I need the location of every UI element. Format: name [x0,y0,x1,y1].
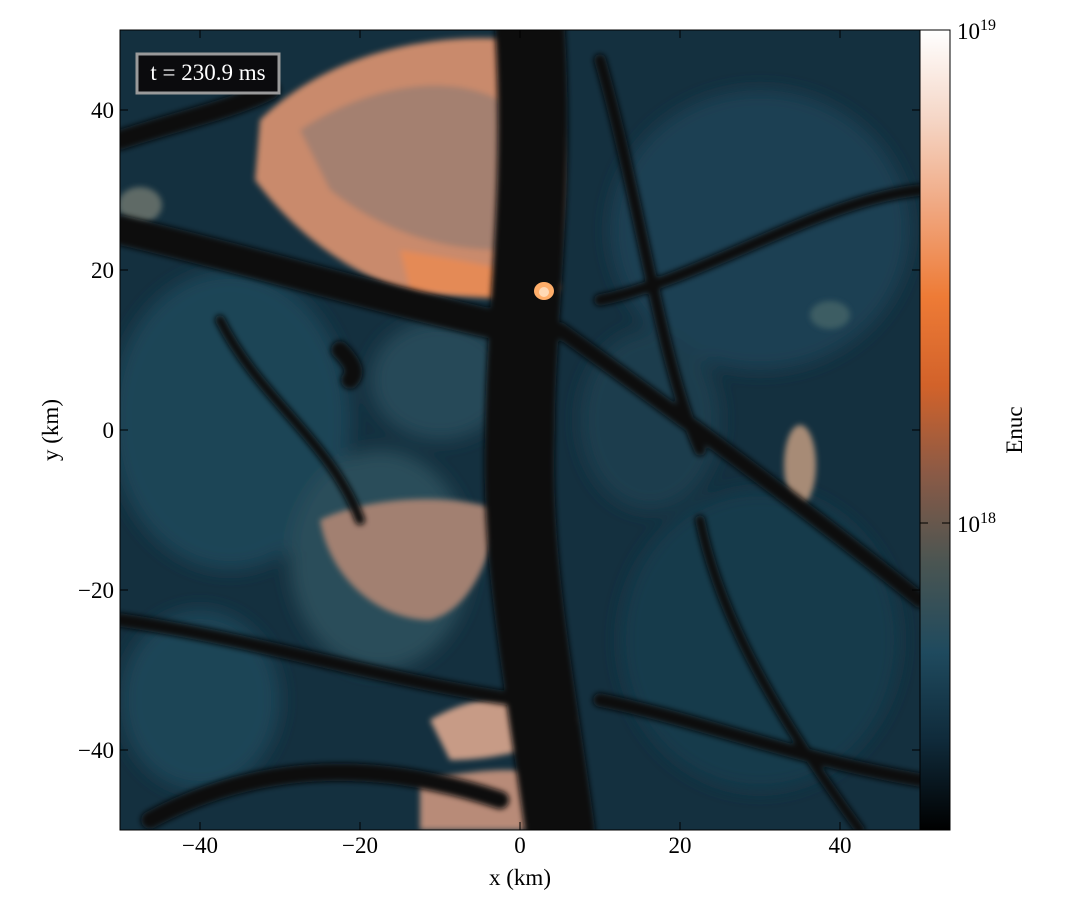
y-tick-label: 20 [91,258,114,283]
heatmap-plot [120,30,920,830]
x-tick-label: 40 [829,833,852,858]
heatmap-hot-spot [534,282,554,300]
colorbar-label: Enuc [1002,406,1027,453]
colorbar-ticks: 1018 1019 [920,17,996,537]
x-axis: −40 −20 0 20 40 [182,30,852,858]
x-tick-label: 20 [669,833,692,858]
colorbar-fill [920,30,950,830]
colorbar-tick-label: 1018 [957,510,996,537]
heatmap-dark-filaments [120,30,920,830]
colorbar-tick-label: 1019 [957,17,996,44]
x-tick-label: 0 [514,833,526,858]
time-annotation-text: t = 230.9 ms [150,60,265,85]
x-axis-label: x (km) [489,865,551,890]
y-axis-label: y (km) [38,399,63,461]
x-tick-label: −40 [182,833,218,858]
colorbar: 1018 1019 Enuc [919,17,1027,831]
x-tick-label: −20 [342,833,378,858]
time-annotation-box [135,52,281,95]
y-tick-label: −20 [78,578,114,603]
y-tick-label: 0 [103,418,115,443]
y-axis: −40 −20 0 20 40 [78,98,920,763]
time-annotation: t = 230.9 ms [135,52,281,95]
y-tick-label: 40 [91,98,114,123]
y-tick-label: −40 [78,738,114,763]
colorbar-frame [919,29,951,831]
